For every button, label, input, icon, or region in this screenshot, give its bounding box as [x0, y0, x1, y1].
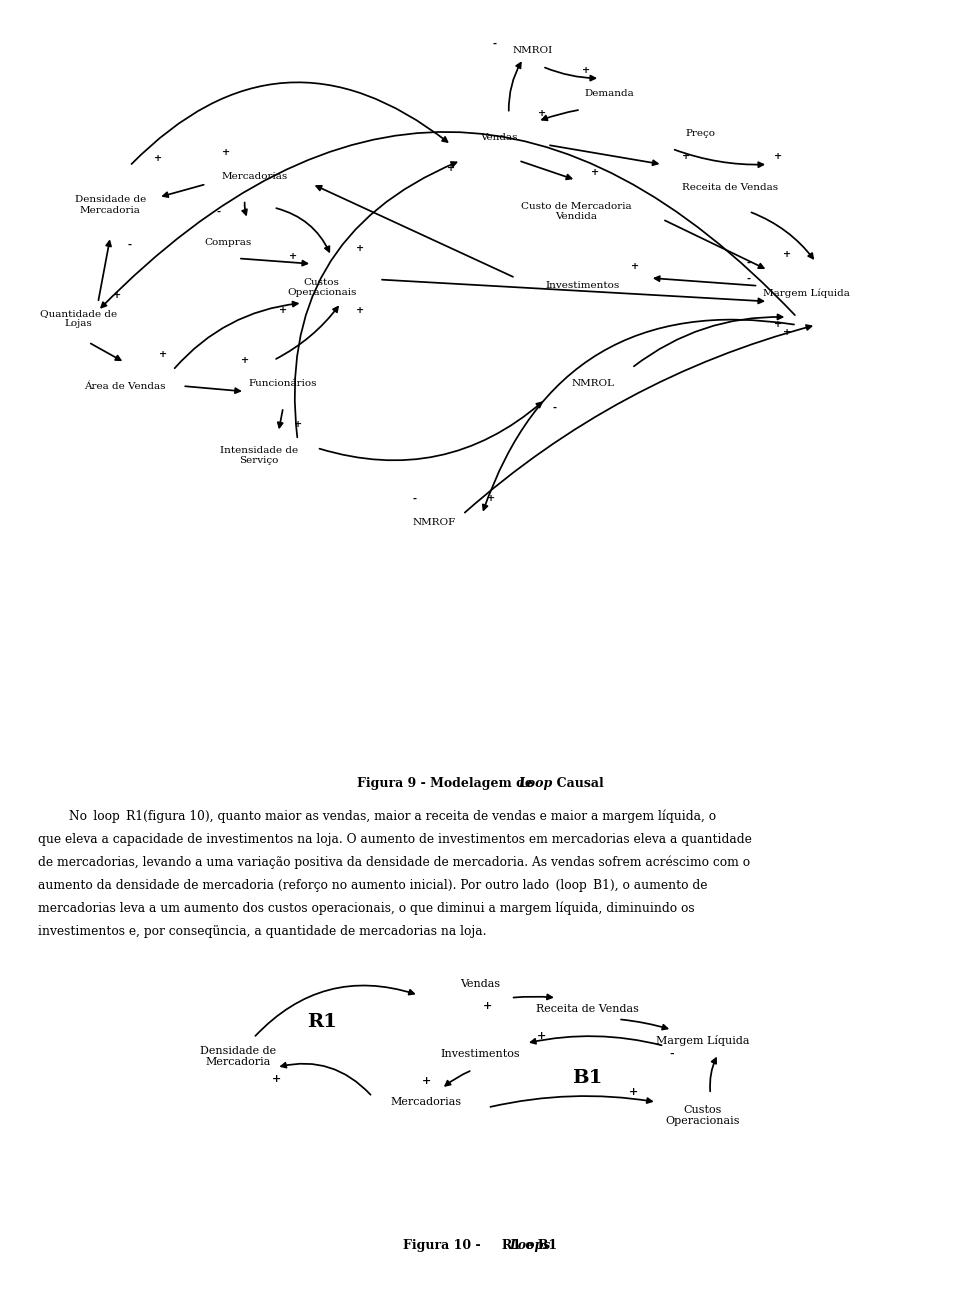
Text: Quantidade de
Lojas: Quantidade de Lojas [40, 309, 117, 329]
Text: No  loop  R1(figura 10), quanto maior as vendas, maior a receita de vendas e mai: No loop R1(figura 10), quanto maior as v… [38, 809, 716, 823]
Text: aumento da densidade de mercadoria (reforço no aumento inicial). Por outro lado : aumento da densidade de mercadoria (refo… [38, 878, 708, 891]
Text: +: + [591, 168, 599, 176]
Text: +: + [272, 1073, 281, 1083]
Text: Loops: Loops [510, 1238, 550, 1251]
Text: Mercadorias: Mercadorias [221, 172, 288, 180]
Text: +: + [683, 153, 690, 161]
Text: Custo de Mercadoria
Vendida: Custo de Mercadoria Vendida [520, 202, 632, 221]
Text: que eleva a capacidade de investimentos na loja. O aumento de investimentos em m: que eleva a capacidade de investimentos … [38, 833, 753, 846]
Text: NMROF: NMROF [412, 518, 456, 527]
Text: +: + [629, 1086, 638, 1098]
Text: Loop: Loop [518, 776, 553, 790]
Text: Custos
Operacionais: Custos Operacionais [287, 278, 356, 298]
Text: +: + [294, 420, 301, 429]
Text: +: + [774, 321, 781, 329]
Text: +: + [155, 154, 162, 163]
Text: de mercadorias, levando a uma variação positiva da densidade de mercadoria. As v: de mercadorias, levando a uma variação p… [38, 856, 751, 869]
Text: Investimentos: Investimentos [441, 1049, 519, 1058]
Text: Mercadorias: Mercadorias [391, 1098, 462, 1107]
Text: Demanda: Demanda [585, 90, 635, 98]
Text: +: + [483, 1001, 492, 1011]
Text: +: + [289, 252, 297, 261]
Text: Receita de Vendas: Receita de Vendas [536, 1004, 639, 1014]
Text: -: - [747, 274, 751, 282]
Text: +: + [539, 110, 546, 117]
Text: B1: B1 [572, 1069, 603, 1087]
Text: Densidade de
Mercadoria: Densidade de Mercadoria [200, 1045, 276, 1067]
Text: Vendas: Vendas [480, 133, 518, 141]
Text: +: + [222, 149, 229, 157]
Text: +: + [159, 350, 167, 359]
Text: +: + [774, 153, 781, 161]
Text: -: - [413, 495, 417, 504]
Text: +: + [582, 67, 589, 74]
Text: R1: R1 [307, 1013, 338, 1031]
Text: +: + [356, 307, 364, 316]
Text: +: + [447, 164, 455, 172]
Text: Intensidade de
Serviço: Intensidade de Serviço [220, 446, 299, 466]
Text: Compras: Compras [204, 239, 252, 247]
Text: investimentos e, por conseqüncia, a quantidade de mercadorias na loja.: investimentos e, por conseqüncia, a quan… [38, 925, 487, 938]
Text: Margem Líquida: Margem Líquida [763, 288, 850, 299]
Text: -: - [128, 240, 132, 249]
Text: Funcionários: Funcionários [249, 380, 318, 388]
Text: NMROI: NMROI [513, 47, 553, 55]
Text: +: + [356, 244, 364, 253]
Text: +: + [783, 251, 791, 258]
Text: Custos
Operacionais: Custos Operacionais [665, 1105, 740, 1126]
Text: +: + [783, 329, 791, 337]
Text: Figura 10 -       R1 e B1: Figura 10 - R1 e B1 [403, 1238, 557, 1251]
Text: Preço: Preço [685, 129, 716, 137]
Text: Figura 9 - Modelagem de        Causal: Figura 9 - Modelagem de Causal [356, 776, 604, 790]
Text: Investimentos: Investimentos [545, 282, 620, 290]
Text: +: + [279, 307, 287, 316]
Text: Vendas: Vendas [460, 980, 500, 989]
Text: +: + [241, 356, 249, 364]
Text: Densidade de
Mercadoria: Densidade de Mercadoria [75, 196, 146, 215]
Text: -: - [217, 207, 221, 215]
Text: +: + [421, 1075, 431, 1086]
Text: -: - [492, 39, 496, 47]
Text: Margem Líquida: Margem Líquida [656, 1035, 750, 1047]
Text: +: + [113, 291, 121, 300]
Text: +: + [632, 262, 639, 270]
Text: Receita de Vendas: Receita de Vendas [682, 184, 778, 192]
Text: mercadorias leva a um aumento dos custos operacionais, o que diminui a margem lí: mercadorias leva a um aumento dos custos… [38, 902, 695, 915]
Text: -: - [670, 1048, 674, 1060]
Text: +: + [537, 1030, 546, 1041]
Text: Área de Vendas: Área de Vendas [84, 381, 165, 390]
Text: NMROL: NMROL [572, 380, 614, 388]
Text: +: + [488, 495, 495, 504]
Text: -: - [747, 258, 751, 266]
Text: -: - [553, 403, 557, 411]
